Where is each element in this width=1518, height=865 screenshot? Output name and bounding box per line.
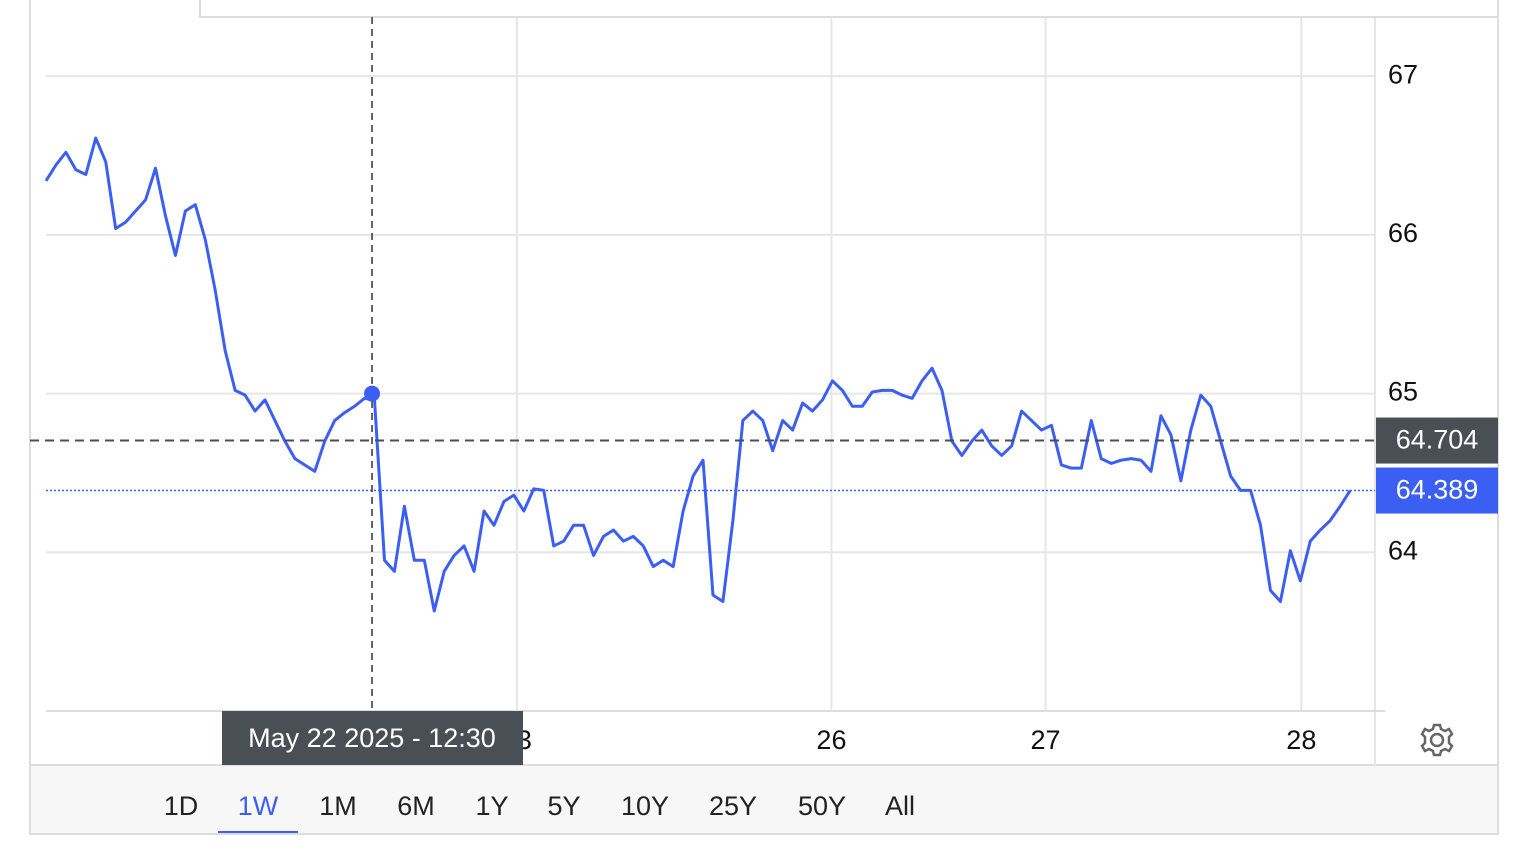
- range-button[interactable]: 10Y: [621, 791, 669, 821]
- overlay: 64.704 64.389 May 22 2025 - 12:30 1D 1W 1M 6M 1…: [30, 17, 1498, 833]
- price-tag-label: 64.704: [1396, 425, 1479, 455]
- top-tab: [199, 0, 1498, 18]
- range-button[interactable]: 25Y: [709, 791, 757, 821]
- price-tag: [1376, 467, 1498, 514]
- range-button[interactable]: 50Y: [798, 791, 846, 821]
- frame: [29, 0, 1499, 835]
- price-line: [44, 136, 1352, 613]
- range-button[interactable]: 1D: [164, 791, 199, 821]
- range-button[interactable]: 6M: [397, 791, 435, 821]
- range-button[interactable]: 1Y: [475, 791, 508, 821]
- range-button[interactable]: All: [885, 791, 915, 821]
- crosshair-point: [364, 385, 381, 402]
- x-tick-label: 28: [1286, 725, 1316, 755]
- range-button[interactable]: 1W: [238, 791, 279, 821]
- y-tick-label: 67: [1388, 59, 1418, 89]
- crosshair-tooltip-label: May 22 2025 - 12:30: [248, 723, 496, 753]
- range-button[interactable]: 1M: [319, 791, 357, 821]
- y-tick-label: 66: [1388, 218, 1418, 248]
- settings-icon[interactable]: [1420, 723, 1454, 757]
- y-tick-label: 64: [1388, 535, 1418, 565]
- crosshair-tooltip: [222, 711, 523, 765]
- range-button[interactable]: 5Y: [547, 791, 580, 821]
- price-tag: [1376, 417, 1498, 464]
- price-tag-label: 64.389: [1396, 475, 1479, 505]
- y-tick-label: 65: [1388, 377, 1418, 407]
- x-tick-label: 27: [1030, 725, 1060, 755]
- x-tick-label: 26: [816, 725, 846, 755]
- plot: [44, 136, 1352, 613]
- range-bar: [31, 765, 1497, 833]
